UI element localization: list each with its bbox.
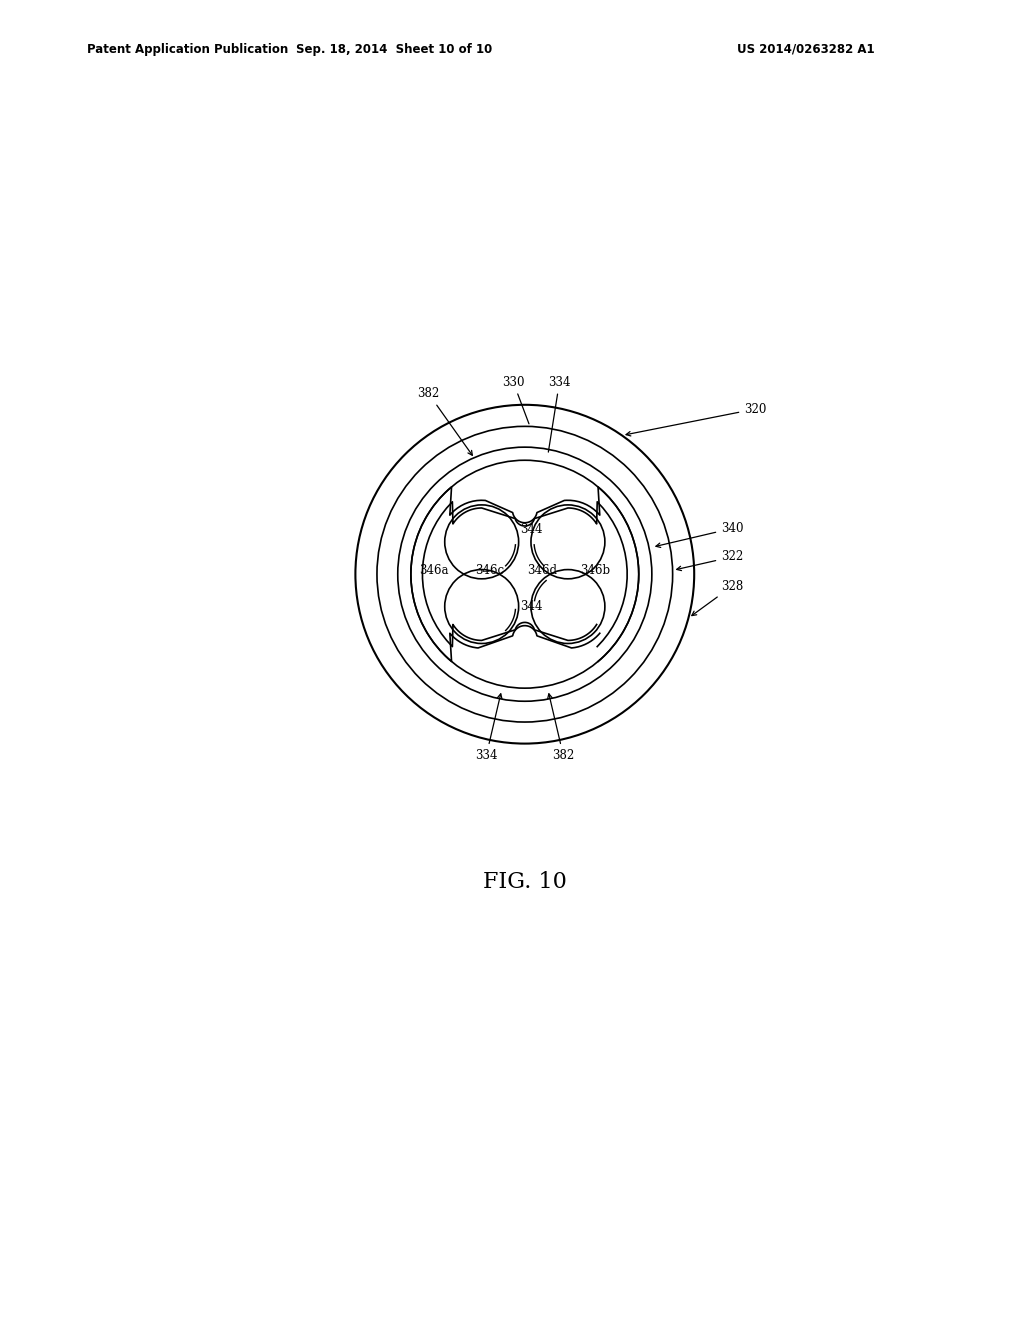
Text: Patent Application Publication: Patent Application Publication [87,42,289,55]
Text: 334: 334 [548,376,570,453]
Text: 382: 382 [548,694,574,762]
Text: FIG. 10: FIG. 10 [483,871,566,894]
Text: 328: 328 [692,579,743,615]
Text: 320: 320 [626,403,767,436]
Text: 344: 344 [520,601,543,612]
Text: 344: 344 [520,523,543,536]
Text: 382: 382 [418,387,472,455]
Text: 322: 322 [677,550,743,570]
Text: 340: 340 [656,521,743,548]
Text: 330: 330 [502,376,529,424]
Text: 346c: 346c [475,564,505,577]
Text: 346a: 346a [419,564,449,577]
Text: 346b: 346b [581,564,610,577]
Text: US 2014/0263282 A1: US 2014/0263282 A1 [737,42,874,55]
Text: 334: 334 [475,694,502,762]
Text: 346d: 346d [526,564,557,577]
Text: Sep. 18, 2014  Sheet 10 of 10: Sep. 18, 2014 Sheet 10 of 10 [296,42,493,55]
